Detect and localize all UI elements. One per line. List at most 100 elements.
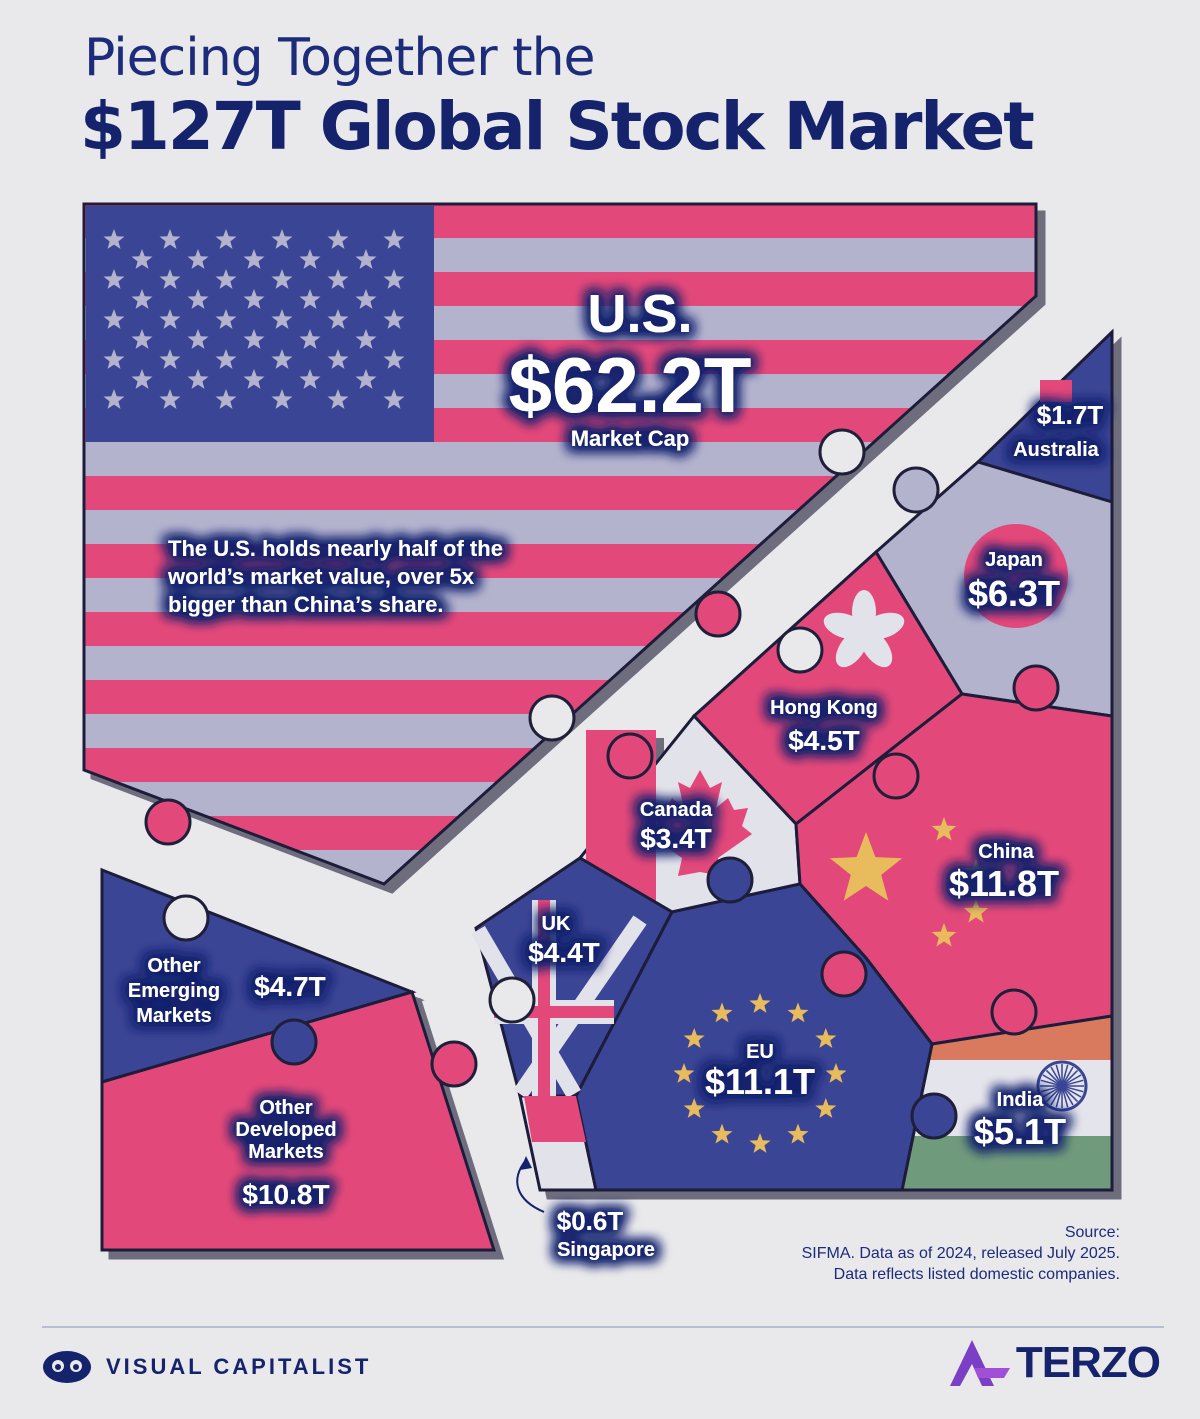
other-emerging-line-2: Emerging (128, 980, 220, 1002)
us-value: $62.2T (509, 341, 752, 429)
visual-capitalist-logo-icon (43, 1351, 91, 1383)
japan-flag-disc (964, 524, 1068, 628)
puzzle-knob (144, 798, 192, 846)
japan-value: $6.3T (968, 573, 1060, 614)
star-icon (131, 289, 153, 309)
china-name: China (978, 841, 1034, 863)
us-piece (82, 202, 1038, 886)
hong-kong-bauhinia-icon (823, 590, 905, 668)
star-icon (131, 329, 153, 349)
star-icon (383, 389, 405, 409)
title-line-1: Piecing Together the (84, 28, 596, 88)
star-icon (327, 389, 349, 409)
us-annotation: The U.S. holds nearly half of the world’… (167, 536, 503, 617)
terzo-logo-icon (949, 1340, 1010, 1386)
us-label-group: U.S. $62.2T Market Cap (509, 284, 752, 451)
other-emerging-value: $4.7T (254, 971, 326, 1002)
star-icon (355, 249, 377, 269)
puzzle-knob (1012, 664, 1060, 712)
china-flag-stars (829, 817, 989, 947)
star-icon (683, 1098, 705, 1118)
star-icon (243, 249, 265, 269)
star-icon (159, 309, 181, 329)
eu-flag-stars (673, 993, 847, 1153)
singapore-flag-red (524, 1096, 586, 1142)
star-icon (327, 309, 349, 329)
star-icon (299, 249, 321, 269)
canada-maple-leaf-icon (648, 770, 752, 876)
india-value: $5.1T (974, 1111, 1066, 1152)
puzzle-knob (430, 1040, 478, 1088)
star-icon (383, 349, 405, 369)
star-icon (243, 289, 265, 309)
star-icon (815, 1098, 837, 1118)
puzzle-knob (694, 590, 742, 638)
star-icon (159, 349, 181, 369)
title-line-2: $127T Global Stock Market (80, 88, 1035, 165)
other-developed-line-2: Developed (235, 1119, 336, 1141)
star-icon (299, 289, 321, 309)
star-icon (327, 269, 349, 289)
star-icon (931, 923, 957, 947)
hong-kong-name: Hong Kong (770, 697, 878, 719)
annotation-line-3: bigger than China’s share. (168, 592, 443, 617)
puzzle-knob (872, 752, 920, 800)
us-name: U.S. (587, 284, 692, 344)
star-icon (271, 229, 293, 249)
puzzle-knob (990, 988, 1038, 1036)
source-line-1: Source: (1064, 1224, 1120, 1241)
india-name: India (997, 1089, 1045, 1111)
terzo-name: TERZO (1015, 1338, 1161, 1387)
star-icon (355, 369, 377, 389)
source-note: Source: SIFMA. Data as of 2024, released… (802, 1222, 1120, 1285)
visual-capitalist-brand: VISUAL CAPITALIST (42, 1350, 371, 1384)
puzzle-knob (270, 1018, 318, 1066)
star-icon (159, 229, 181, 249)
star-icon (215, 349, 237, 369)
footer-divider (42, 1326, 1164, 1328)
star-icon (749, 993, 771, 1013)
puzzle-hole (528, 694, 576, 742)
chakra-spoke (1040, 1079, 1084, 1093)
star-icon (931, 817, 957, 841)
star-icon (215, 269, 237, 289)
star-icon (787, 1123, 809, 1144)
puzzle-hole (162, 894, 210, 942)
star-icon (963, 899, 989, 923)
star-icon (159, 269, 181, 289)
star-icon (963, 859, 989, 883)
star-icon (673, 1063, 695, 1083)
puzzle-knob (910, 1092, 958, 1140)
star-icon (215, 389, 237, 409)
star-icon (103, 229, 125, 249)
star-icon (187, 289, 209, 309)
other-emerging-line-1: Other (147, 955, 201, 977)
uk-flag-cross (471, 900, 647, 1099)
star-icon (103, 389, 125, 409)
australia-value: $1.7T (1037, 400, 1104, 430)
star-icon (825, 1063, 847, 1083)
uk-name: UK (542, 913, 571, 935)
star-icon (243, 369, 265, 389)
australia-name: Australia (1013, 439, 1099, 461)
star-icon (355, 329, 377, 349)
source-line-3: Data reflects listed domestic companies. (833, 1266, 1120, 1283)
star-icon (271, 309, 293, 329)
india-chakra-icon (1036, 1060, 1088, 1112)
puzzle-hole (488, 976, 536, 1024)
us-flag-stars (103, 229, 405, 409)
puzzle-hole (818, 428, 866, 476)
star-icon (383, 309, 405, 329)
puzzle-knob (606, 732, 654, 780)
star-icon (711, 1123, 733, 1144)
star-icon (103, 269, 125, 289)
singapore-value: $0.6T (557, 1206, 624, 1236)
star-icon (271, 349, 293, 369)
other-developed-piece (100, 990, 497, 1252)
other-emerging-line-3: Markets (136, 1005, 212, 1027)
canada-name: Canada (640, 799, 713, 821)
star-icon (787, 1002, 809, 1023)
hong-kong-value: $4.5T (788, 725, 860, 756)
eu-value: $11.1T (705, 1061, 815, 1102)
